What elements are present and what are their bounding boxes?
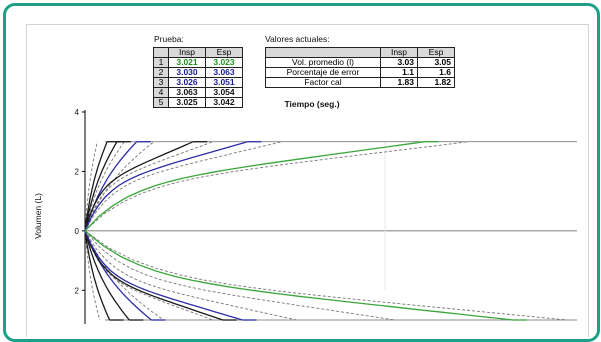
prueba-esp-value: 3.051	[205, 77, 243, 88]
prueba-esp-value: 3.054	[205, 87, 243, 98]
prueba-insp-value: 3.025	[168, 97, 206, 108]
esp-series-line	[84, 230, 130, 321]
esp-series-line	[84, 230, 514, 321]
prueba-header-esp: Esp	[205, 47, 243, 58]
dotted-guide-insp	[84, 141, 155, 232]
insp-series-line	[84, 141, 248, 232]
dotted-guide-esp	[84, 230, 101, 321]
esp-series-line	[84, 230, 111, 321]
dotted-guide-insp	[84, 141, 282, 232]
insp-series-line	[84, 141, 194, 232]
prueba-table: Insp Esp 1 3.021 3.023 2 3.030 3.063 3 3…	[153, 47, 243, 108]
valores-header-esp: Esp	[417, 47, 455, 58]
prueba-insp-value: 3.030	[168, 67, 206, 78]
prueba-row: 3 3.026 3.051	[153, 77, 243, 88]
prueba-title: Prueba:	[154, 34, 184, 44]
valores-table: Insp Esp Vol. promedio (l) 3.03 3.05 Por…	[265, 47, 455, 88]
valores-row-label: Factor cal	[265, 77, 381, 88]
prueba-row-index: 4	[153, 87, 169, 98]
prueba-header-insp: Insp	[168, 47, 206, 58]
prueba-row: 4 3.063 3.054	[153, 87, 243, 98]
valores-insp-value: 3.03	[380, 57, 418, 68]
insp-series-line	[84, 141, 425, 232]
valores-row-label: Vol. promedio (l)	[265, 57, 381, 68]
y-tick-label: 2	[75, 286, 80, 295]
y-tick-label: 2	[75, 167, 80, 176]
prueba-insp-value: 3.063	[168, 87, 206, 98]
valores-insp-value: 1.1	[380, 67, 418, 78]
prueba-row-index: 5	[153, 97, 169, 108]
dotted-guide-esp	[84, 230, 568, 321]
dotted-guide-insp	[84, 141, 214, 232]
valores-header-blank	[265, 47, 381, 58]
prueba-header-blank	[153, 47, 169, 58]
prueba-esp-value: 3.063	[205, 67, 243, 78]
prueba-esp-value: 3.042	[205, 97, 243, 108]
valores-esp-value: 3.05	[417, 57, 455, 68]
chart-title: Tiempo (seg.)	[284, 99, 339, 109]
figure-frame: 4 2 0 2 Volumen (L) Tiempo (seg.) Prueba: Ins…	[3, 3, 600, 342]
valores-esp-value: 1.82	[417, 77, 455, 88]
dotted-guide-insp	[84, 141, 125, 232]
y-tick-label: 4	[75, 108, 80, 117]
prueba-row-index: 1	[153, 57, 169, 68]
esp-series-line	[84, 230, 152, 321]
prueba-row: 5 3.025 3.042	[153, 97, 243, 108]
valores-row-label: Porcentaje de error	[265, 67, 381, 78]
valores-insp-value: 1.83	[380, 77, 418, 88]
dotted-guide-esp	[84, 230, 297, 321]
prueba-row: 1 3.021 3.023	[153, 57, 243, 68]
insp-series-line	[84, 141, 118, 232]
prueba-row-index: 2	[153, 67, 169, 78]
valores-row: Factor cal 1.83 1.82	[265, 77, 455, 88]
dotted-guide-insp	[84, 141, 98, 231]
valores-header-insp: Insp	[380, 47, 418, 58]
spirometry-screen: 4 2 0 2 Volumen (L) Tiempo (seg.) Prueba: Ins…	[26, 24, 589, 337]
insp-series-line	[84, 141, 108, 231]
prueba-row-index: 3	[153, 77, 169, 88]
valores-row: Porcentaje de error 1.1 1.6	[265, 67, 455, 78]
dotted-guide-esp	[84, 230, 396, 321]
dotted-guide-insp	[84, 141, 469, 232]
y-tick-label: 0	[75, 227, 80, 236]
y-axis-label: Volumen (L)	[33, 193, 43, 239]
volume-time-chart: 4 2 0 2 Volumen (L) Tiempo (seg.)	[33, 99, 577, 324]
valores-title: Valores actuales:	[265, 34, 330, 44]
esp-series-line	[84, 230, 243, 321]
valores-row: Vol. promedio (l) 3.03 3.05	[265, 57, 455, 68]
dotted-guide-esp	[84, 230, 214, 321]
prueba-row: 2 3.030 3.063	[153, 67, 243, 78]
prueba-insp-value: 3.021	[168, 57, 206, 68]
prueba-esp-value: 3.023	[205, 57, 243, 68]
valores-esp-value: 1.6	[417, 67, 455, 78]
esp-series-line	[84, 230, 224, 321]
prueba-insp-value: 3.026	[168, 77, 206, 88]
